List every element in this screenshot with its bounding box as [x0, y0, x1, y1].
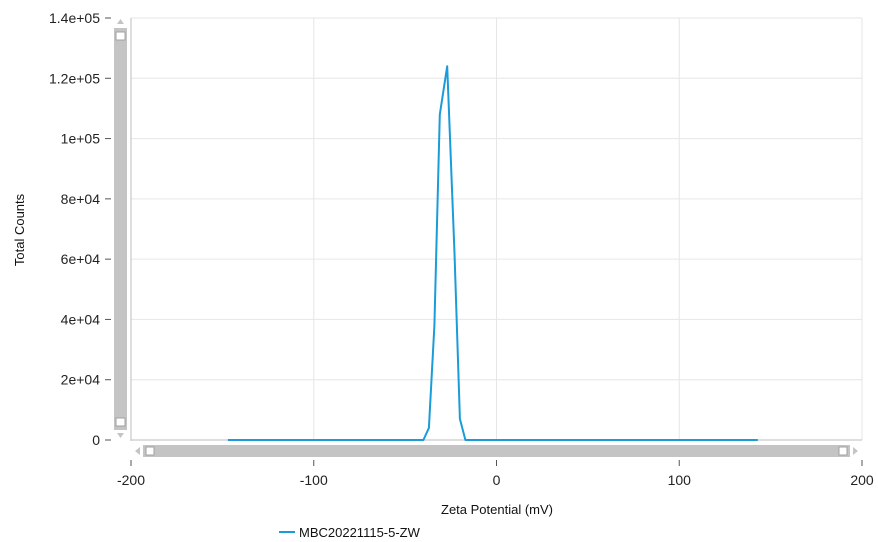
legend-label: MBC20221115-5-ZW: [299, 524, 420, 540]
series-line: [227, 65, 758, 441]
x-tick-label: 100: [668, 472, 692, 488]
y-tick-label: 1.4e+05: [49, 10, 100, 26]
y-tick-label: 0: [92, 432, 100, 448]
vertical-scroll-top-handle[interactable]: [115, 31, 126, 41]
y-tick-label: 6e+04: [61, 251, 101, 267]
series-layer: [227, 65, 758, 441]
legend-swatch: [279, 531, 295, 533]
y-tick-label: 8e+04: [61, 191, 101, 207]
x-tick-label: -100: [300, 472, 328, 488]
axes: [105, 17, 863, 466]
vertical-scrollbar-track[interactable]: [114, 28, 127, 430]
x-tick-label: 200: [850, 472, 874, 488]
y-axis-title: Total Counts: [12, 193, 27, 266]
y-tick-labels: 0 2e+04 4e+04 6e+04 8e+04 1e+05 1.2e+05 1.4e+05: [49, 10, 100, 448]
vertical-scroll-bottom-handle[interactable]: [115, 417, 126, 427]
x-axis-title: Zeta Potential (mV): [441, 502, 553, 517]
scroll-up-arrow-icon[interactable]: [117, 19, 124, 24]
horizontal-scroll-left-handle[interactable]: [145, 446, 155, 456]
y-tick-label: 2e+04: [61, 372, 101, 388]
y-tick-label: 1e+05: [61, 131, 101, 147]
scroll-right-arrow-icon[interactable]: [853, 447, 858, 455]
horizontal-scrollbar[interactable]: [135, 445, 858, 457]
y-tick-label: 4e+04: [61, 311, 101, 327]
x-tick-labels: -200 -100 0 100 200: [117, 472, 874, 488]
vertical-scrollbar[interactable]: [114, 19, 127, 438]
scroll-down-arrow-icon[interactable]: [117, 433, 124, 438]
y-tick-label: 1.2e+05: [49, 70, 100, 86]
horizontal-scrollbar-track[interactable]: [143, 445, 850, 457]
horizontal-scroll-right-handle[interactable]: [838, 446, 848, 456]
x-tick-label: 0: [493, 472, 501, 488]
grid-lines: [130, 17, 863, 441]
scroll-left-arrow-icon[interactable]: [135, 447, 140, 455]
legend: MBC20221115-5-ZW: [279, 523, 420, 541]
x-tick-label: -200: [117, 472, 145, 488]
